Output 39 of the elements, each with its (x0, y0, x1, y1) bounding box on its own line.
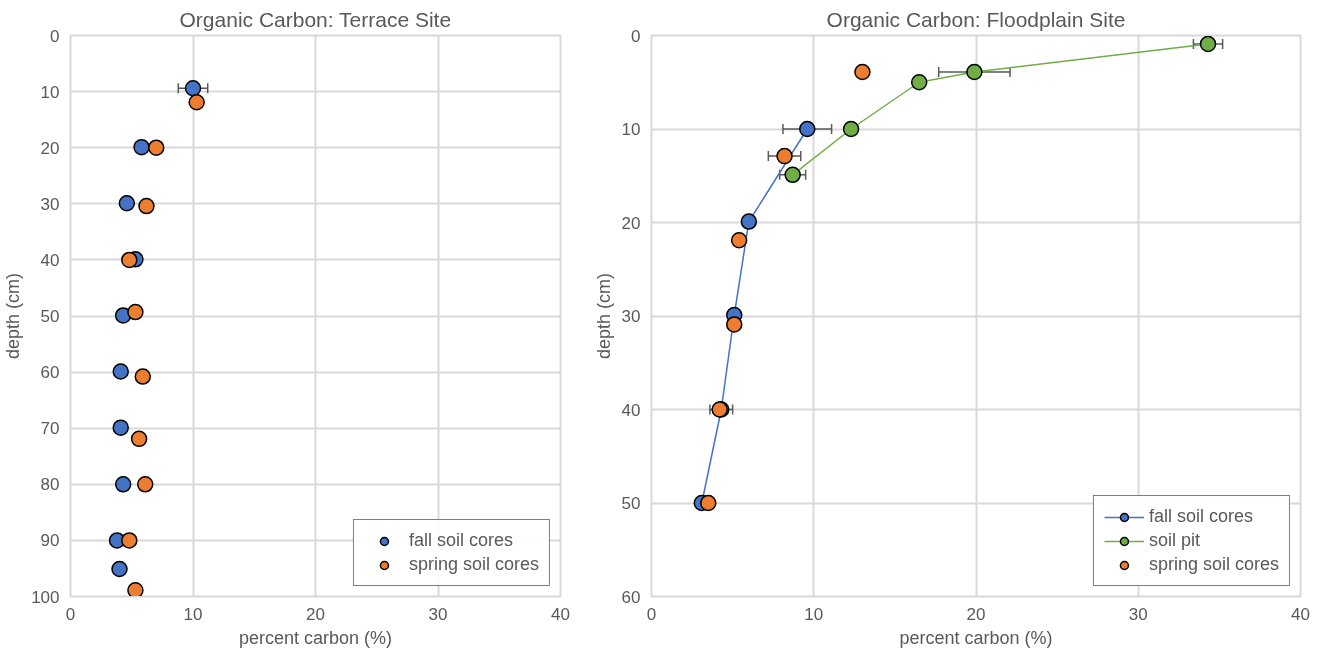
y-tick-label: 10 (40, 82, 60, 102)
legend-label: spring soil cores (408, 554, 539, 575)
y-tick-label: 0 (50, 26, 60, 46)
y-tick-label: 50 (621, 494, 641, 513)
y-tick-label: 60 (40, 363, 60, 383)
y-tick-label: 20 (40, 138, 60, 158)
y-axis-title: depth (cm) (3, 272, 24, 360)
y-tick-label: 80 (40, 475, 60, 495)
y-tick-label: 70 (40, 419, 60, 439)
x-tick-label: 30 (1128, 604, 1148, 624)
y-tick-label: 100 (31, 587, 60, 607)
x-tick-label: 30 (428, 604, 448, 624)
legend-label: soil pit (1148, 530, 1200, 551)
y-tick-label: 50 (40, 307, 60, 326)
x-axis-title: percent carbon (%) (238, 627, 393, 648)
x-tick-label: 40 (1291, 604, 1310, 624)
y-tick-label: 30 (40, 194, 60, 214)
y-axis-title: depth (cm) (593, 272, 614, 360)
x-tick-label: 10 (183, 604, 203, 624)
x-tick-label: 20 (966, 604, 986, 624)
x-tick-label: 20 (306, 604, 325, 624)
y-tick-label: 60 (621, 587, 641, 607)
x-tick-label: 40 (551, 604, 570, 624)
y-tick-label: 90 (40, 531, 60, 551)
y-tick-label: 40 (621, 400, 641, 420)
x-tick-label: 0 (646, 604, 657, 624)
y-tick-label: 10 (621, 120, 641, 139)
x-tick-label: 10 (804, 604, 824, 624)
y-tick-label: 30 (621, 307, 641, 326)
y-tick-label: 20 (621, 213, 641, 233)
legend-label: fall soil cores (408, 530, 513, 551)
chart-title: Organic Carbon: Terrace Site (179, 7, 452, 31)
y-tick-label: 40 (40, 250, 60, 270)
y-tick-label: 0 (631, 26, 641, 46)
legend-label: fall soil cores (1148, 506, 1253, 527)
x-tick-label: 0 (65, 604, 76, 624)
chart-title: Organic Carbon: Floodplain Site (826, 7, 1126, 31)
x-axis-title: percent carbon (%) (899, 627, 1053, 648)
legend-label: spring soil cores (1148, 554, 1279, 575)
